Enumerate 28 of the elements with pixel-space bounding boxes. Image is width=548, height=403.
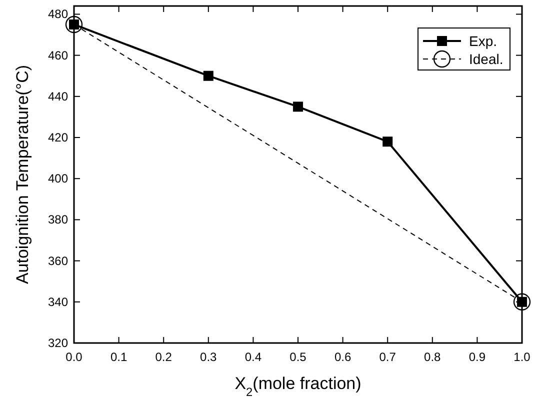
x-axis-title: X$_{2}$(mole fraction) — [234, 374, 362, 399]
y-axis-title: Autoignition Temperature(°C) — [13, 64, 32, 284]
y-tick-label: 460 — [48, 48, 68, 62]
y-tick-label: 420 — [48, 130, 68, 145]
legend-label: Ideal. — [469, 51, 504, 67]
point — [203, 70, 214, 81]
point — [382, 136, 393, 147]
y-tick-label: 480 — [48, 7, 68, 22]
legend-label: Exp. — [469, 33, 498, 49]
x-tick-label: 0.0 — [66, 350, 83, 364]
x-tick-label: 0.5 — [290, 350, 307, 364]
point — [293, 102, 303, 112]
x-tick-label: 0.2 — [155, 350, 172, 364]
y-tick-label: 340 — [48, 294, 68, 309]
x-tick-label: 0.6 — [334, 350, 352, 364]
x-tick-label: 0.3 — [200, 350, 218, 364]
y-tick-label: 320 — [48, 336, 68, 350]
y-tick-label: 380 — [48, 212, 68, 227]
x-tick-label: 0.8 — [424, 350, 442, 364]
point — [513, 293, 531, 310]
x-tick-label: 0.9 — [468, 350, 486, 364]
y-tick-label: 440 — [48, 89, 68, 104]
y-tick-label: 400 — [48, 172, 68, 186]
y-tick-label: 360 — [48, 254, 68, 268]
x-tick-label: 0.7 — [379, 350, 396, 364]
x-tick-label: 0.1 — [110, 350, 128, 364]
x-tick-label: 0.4 — [244, 350, 262, 364]
x-tick-label: 1.0 — [514, 350, 531, 364]
